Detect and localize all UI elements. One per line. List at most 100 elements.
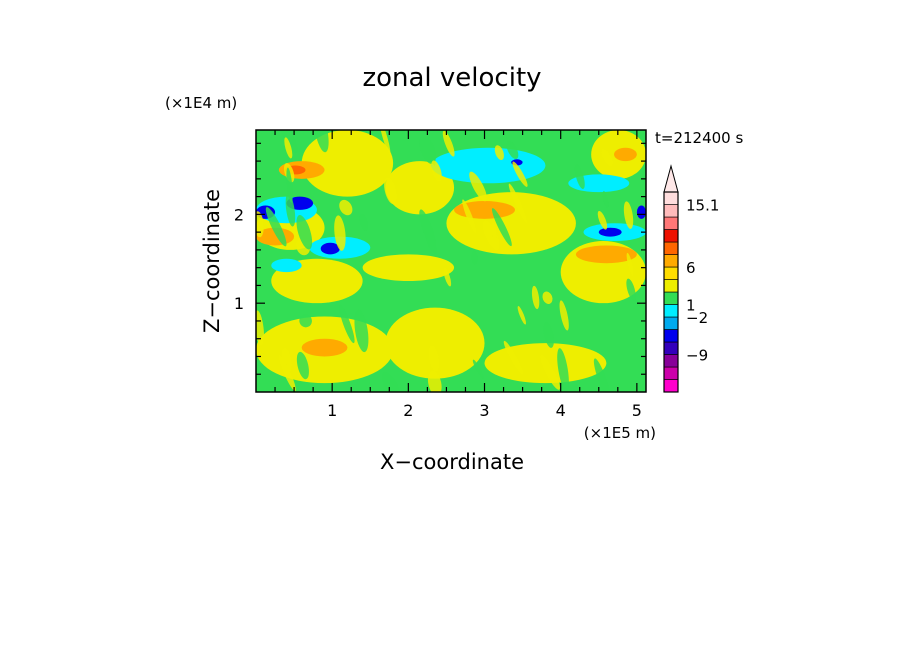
contour-field-detail (256, 130, 636, 392)
contour-streak (503, 340, 524, 375)
contour-streak (313, 130, 329, 153)
time-label: t=212400 s (655, 129, 743, 147)
colorbar-label: 15.1 (686, 197, 719, 215)
contour-region-orange (301, 338, 348, 357)
contour-region-cyan (271, 258, 302, 273)
x-tick-label: 3 (479, 401, 489, 420)
contour-streak (517, 306, 526, 325)
colorbar-segment (663, 366, 679, 380)
contour-streak (597, 210, 608, 230)
y-unit-label: (×1E4 m) (165, 94, 237, 112)
contour-streak (443, 267, 452, 287)
contour-region-yellow (385, 307, 485, 379)
contour-streak (442, 130, 455, 157)
contour-streak (285, 193, 296, 227)
contour-streak (472, 359, 484, 380)
x-tick-label: 1 (327, 401, 337, 420)
contour-streak (379, 130, 391, 155)
contour-region-blue (598, 227, 622, 237)
colorbar-segment (663, 354, 679, 368)
colorbar-segment (663, 204, 679, 218)
contour-streak (482, 220, 500, 251)
contour-streak (557, 348, 569, 392)
contour-streak (339, 304, 355, 344)
chart-title: zonal velocity (362, 63, 541, 93)
plot-frame (255, 129, 647, 393)
contour-streak (286, 167, 293, 203)
x-axis: 1 2 3 4 5 (274, 130, 642, 420)
contour-streak (508, 183, 528, 224)
contour-streak (559, 300, 569, 331)
contour-streak (602, 191, 609, 208)
contour-streak (381, 371, 401, 392)
contour-streak (471, 250, 478, 265)
contour-streak (506, 141, 519, 160)
colorbar-segment (663, 379, 679, 393)
contour-streak (531, 285, 540, 310)
contour-streak (428, 345, 440, 372)
colorbar-segment (663, 216, 679, 230)
contour-region-cyan (431, 147, 546, 184)
contour-streak (462, 199, 477, 234)
colorbar-label: −2 (686, 309, 708, 327)
x-axis-label: X−coordinate (380, 450, 524, 474)
contour-streak (427, 370, 442, 392)
contour-region-yellow (362, 254, 455, 281)
contour-streak (494, 145, 504, 161)
y-tick-label: 2 (234, 205, 244, 224)
colorbar-segment (663, 341, 679, 355)
colorbar-segment (663, 279, 679, 293)
contour-streak (542, 291, 553, 304)
contour-streak (491, 222, 497, 239)
colorbar-label: 1 (686, 297, 696, 315)
contour-streak (384, 177, 398, 205)
y-axis: 12 (234, 142, 646, 375)
colorbar-segment (663, 229, 679, 243)
contour-streak (540, 354, 561, 390)
colorbar-segment (663, 304, 679, 318)
contour-streak (339, 199, 353, 216)
contour-streak (256, 310, 265, 346)
contour-streak (354, 309, 369, 353)
contour-streak (626, 252, 634, 277)
contour-streak (512, 161, 528, 187)
contour-streak (431, 160, 442, 182)
contour-region-blue (636, 205, 646, 219)
contour-region-orange (575, 245, 637, 264)
contour-streak (491, 208, 512, 247)
contour-streak (543, 322, 554, 348)
contour-streak (299, 314, 312, 328)
contour-streak (296, 215, 313, 250)
contour-region-blue (320, 242, 340, 255)
contour-streak (626, 278, 636, 301)
colorbar-segment (663, 291, 679, 305)
contour-streak (284, 137, 293, 159)
contour-streak (601, 148, 613, 167)
colorbar-segment (663, 266, 679, 280)
colorbar-segment (663, 241, 679, 255)
contour-streak (265, 206, 287, 247)
contour-streak (419, 135, 436, 164)
y-tick-label: 1 (234, 294, 244, 313)
contour-streak (593, 358, 610, 392)
colorbar-segment (663, 254, 679, 268)
contour-streak (278, 354, 296, 392)
colorbar-label: 6 (686, 259, 696, 277)
colorbar-extend-arrow (663, 164, 679, 193)
contour-streak (623, 201, 634, 229)
colorbar-segment (663, 316, 679, 330)
colorbar-segment (663, 329, 679, 343)
y-axis-label: Z−coordinate (200, 189, 224, 333)
colorbar-label: −9 (686, 347, 708, 365)
contour-streak (469, 171, 487, 202)
contour-streak (334, 215, 346, 251)
x-tick-label: 5 (632, 401, 642, 420)
contour-streak (574, 164, 585, 189)
contour-field (256, 130, 646, 392)
colorbar-frame (663, 191, 679, 393)
x-unit-label: (×1E5 m) (584, 424, 656, 442)
contour-streak (419, 209, 436, 249)
contour-region-orange (614, 147, 637, 162)
x-tick-label: 2 (403, 401, 413, 420)
